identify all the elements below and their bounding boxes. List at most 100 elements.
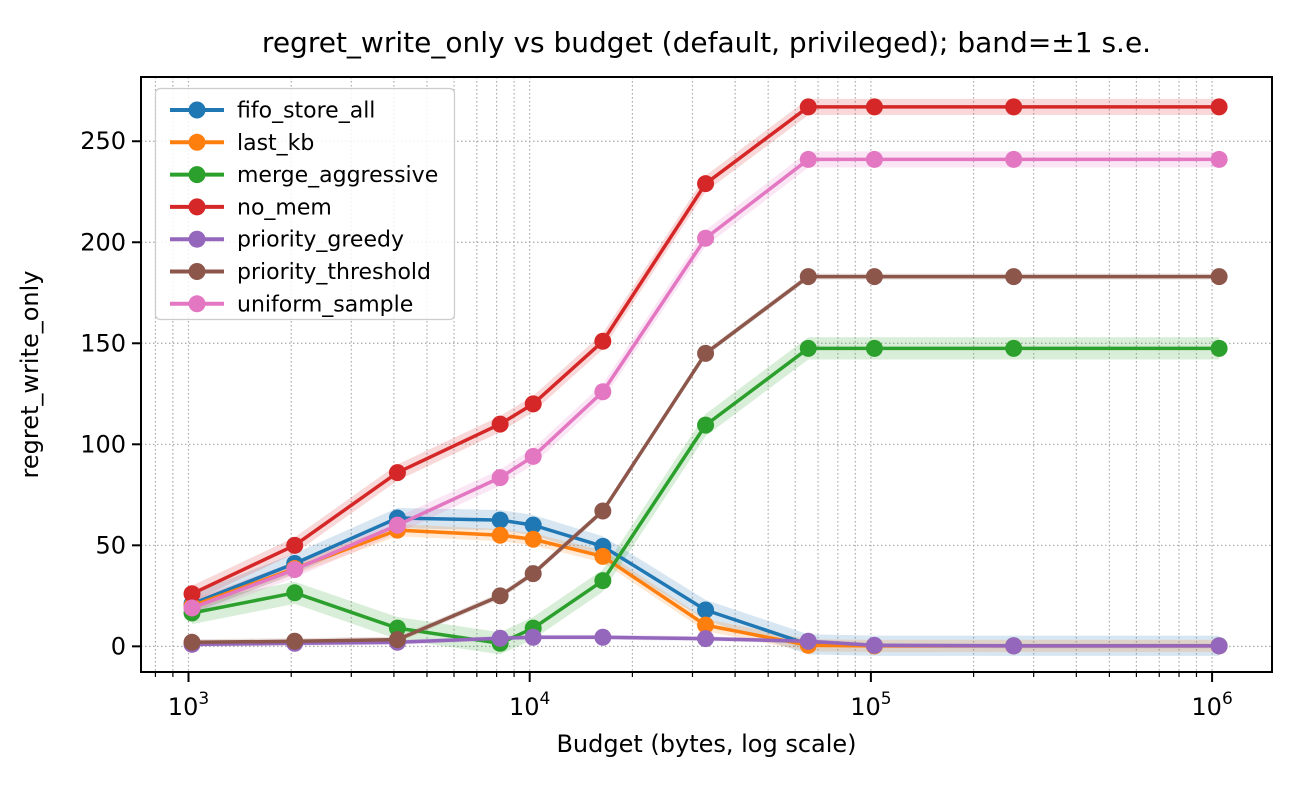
series-no_mem bbox=[183, 98, 1228, 603]
marker-uniform_sample bbox=[865, 150, 883, 168]
legend-marker-sample bbox=[188, 133, 206, 151]
legend-box bbox=[154, 87, 456, 321]
y-tick-label: 50 bbox=[95, 531, 126, 559]
marker-uniform_sample bbox=[594, 383, 612, 401]
marker-merge_aggressive bbox=[799, 339, 817, 357]
marker-no_mem bbox=[388, 464, 406, 482]
legend-label: fifo_store_all bbox=[237, 99, 375, 124]
marker-uniform_sample bbox=[286, 561, 304, 579]
legend-label: no_mem bbox=[237, 195, 332, 220]
marker-uniform_sample bbox=[697, 229, 715, 247]
x-tick-label: 106 bbox=[1191, 689, 1232, 721]
legend-marker-sample bbox=[188, 295, 206, 313]
marker-no_mem bbox=[286, 536, 304, 554]
marker-uniform_sample bbox=[524, 447, 542, 465]
x-tick-label: 103 bbox=[168, 689, 209, 721]
x-tick-label: 104 bbox=[509, 689, 550, 721]
marker-priority_threshold bbox=[697, 344, 715, 362]
legend-label: priority_greedy bbox=[237, 228, 404, 253]
marker-fifo_store_all bbox=[491, 511, 509, 529]
marker-no_mem bbox=[183, 585, 201, 603]
series-merge_aggressive bbox=[183, 339, 1228, 652]
legend-label: uniform_sample bbox=[237, 292, 413, 317]
marker-uniform_sample bbox=[388, 516, 406, 534]
marker-priority_greedy bbox=[491, 629, 509, 647]
legend-item-no_mem: no_mem bbox=[170, 195, 332, 220]
marker-no_mem bbox=[1005, 98, 1023, 116]
legend-item-uniform_sample: uniform_sample bbox=[170, 292, 413, 317]
marker-merge_aggressive bbox=[594, 572, 612, 590]
legend-marker-sample bbox=[188, 230, 206, 248]
marker-no_mem bbox=[865, 98, 883, 116]
tick-labels: 103 104 105 106 0 50 100 150 200 250 bbox=[80, 127, 1233, 721]
marker-priority_threshold bbox=[183, 633, 201, 651]
marker-fifo_store_all bbox=[697, 601, 715, 619]
marker-priority_threshold bbox=[865, 268, 883, 286]
legend-item-fifo_store_all: fifo_store_all bbox=[170, 99, 375, 124]
marker-priority_threshold bbox=[594, 502, 612, 520]
x-tick-label: 105 bbox=[850, 689, 891, 721]
marker-merge_aggressive bbox=[697, 416, 715, 434]
legend-label: last_kb bbox=[237, 131, 314, 156]
marker-priority_greedy bbox=[865, 636, 883, 654]
marker-priority_threshold bbox=[799, 268, 817, 286]
marker-priority_threshold bbox=[1005, 268, 1023, 286]
marker-priority_threshold bbox=[388, 631, 406, 649]
band-fifo_store_all bbox=[192, 507, 1220, 656]
axis-ticks bbox=[132, 140, 1214, 682]
marker-priority_greedy bbox=[1005, 637, 1023, 655]
legend-marker-sample bbox=[188, 263, 206, 280]
marker-last_kb bbox=[491, 526, 509, 544]
legend-marker-sample bbox=[188, 101, 206, 119]
y-axis-label: regret_write_only bbox=[16, 271, 44, 479]
marker-merge_aggressive bbox=[1005, 339, 1023, 357]
marker-uniform_sample bbox=[183, 599, 201, 617]
marker-merge_aggressive bbox=[865, 339, 883, 357]
y-tick-label: 0 bbox=[111, 632, 126, 660]
x-axis-label: Budget (bytes, log scale) bbox=[556, 730, 856, 758]
y-tick-label: 150 bbox=[80, 329, 126, 357]
marker-no_mem bbox=[1210, 98, 1228, 116]
series-uniform_sample bbox=[183, 150, 1228, 617]
marker-priority_greedy bbox=[799, 632, 817, 650]
legend-item-priority_greedy: priority_greedy bbox=[170, 228, 404, 253]
marker-no_mem bbox=[594, 332, 612, 350]
series-priority_threshold bbox=[183, 268, 1228, 651]
y-tick-label: 100 bbox=[80, 430, 126, 458]
y-tick-label: 200 bbox=[80, 228, 126, 256]
y-tick-label: 250 bbox=[80, 127, 126, 155]
marker-priority_greedy bbox=[524, 628, 542, 646]
legend-marker-sample bbox=[188, 166, 206, 184]
marker-last_kb bbox=[594, 547, 612, 565]
marker-no_mem bbox=[524, 395, 542, 413]
marker-priority_greedy bbox=[697, 630, 715, 648]
legend: fifo_store_all last_kb merge_aggressive no_… bbox=[154, 87, 456, 321]
marker-no_mem bbox=[799, 98, 817, 116]
chart-title: regret_write_only vs budget (default, pr… bbox=[262, 26, 1151, 59]
marker-uniform_sample bbox=[1005, 150, 1023, 168]
legend-item-last_kb: last_kb bbox=[170, 131, 314, 156]
marker-fifo_store_all bbox=[524, 516, 542, 534]
legend-marker-sample bbox=[188, 198, 206, 216]
marker-merge_aggressive bbox=[1210, 339, 1228, 357]
legend-item-merge_aggressive: merge_aggressive bbox=[170, 163, 438, 188]
marker-merge_aggressive bbox=[286, 584, 304, 602]
marker-uniform_sample bbox=[1210, 150, 1228, 168]
marker-priority_threshold bbox=[491, 587, 509, 605]
marker-no_mem bbox=[697, 175, 715, 193]
plot-spines bbox=[140, 76, 1273, 673]
legend-label: merge_aggressive bbox=[237, 163, 438, 188]
marker-last_kb bbox=[697, 616, 715, 634]
marker-priority_threshold bbox=[1210, 268, 1228, 286]
marker-uniform_sample bbox=[491, 469, 509, 487]
marker-priority_threshold bbox=[286, 632, 304, 650]
marker-last_kb bbox=[524, 530, 542, 548]
legend-label: priority_threshold bbox=[237, 260, 431, 285]
marker-priority_greedy bbox=[594, 628, 612, 646]
marker-priority_threshold bbox=[524, 565, 542, 583]
marker-uniform_sample bbox=[799, 150, 817, 168]
legend-item-priority_threshold: priority_threshold bbox=[170, 260, 431, 285]
marker-priority_greedy bbox=[1210, 637, 1228, 655]
